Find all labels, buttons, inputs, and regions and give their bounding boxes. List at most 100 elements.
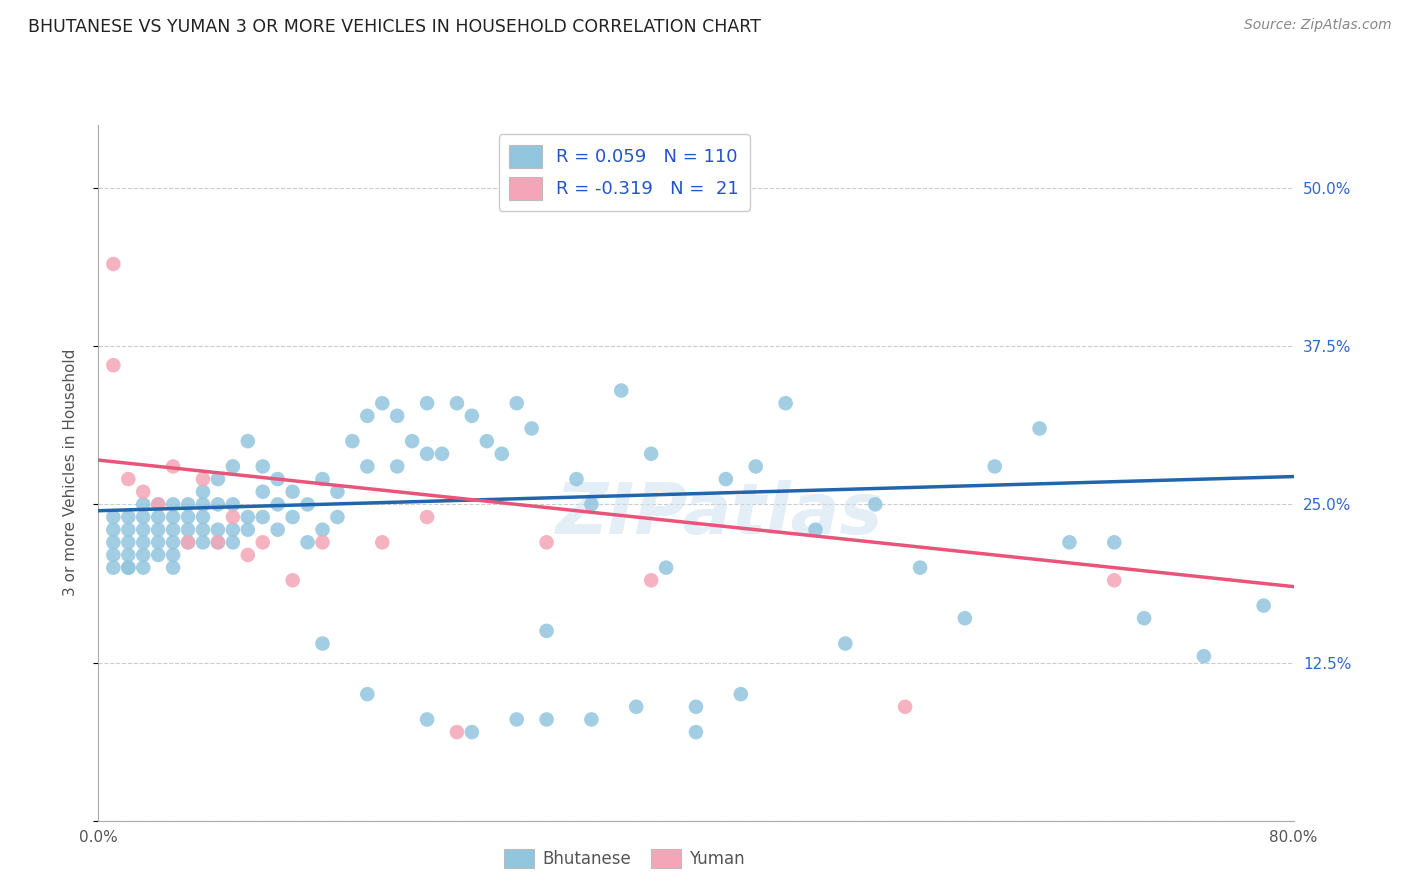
Point — [132, 523, 155, 537]
Point — [745, 459, 768, 474]
Point — [162, 560, 184, 574]
Point — [461, 409, 484, 423]
Point — [1253, 599, 1275, 613]
Point — [311, 472, 333, 486]
Point — [371, 535, 394, 549]
Point — [461, 725, 484, 739]
Point — [191, 535, 214, 549]
Point — [117, 560, 139, 574]
Point — [984, 459, 1007, 474]
Point — [148, 497, 170, 511]
Point — [356, 409, 378, 423]
Point — [953, 611, 976, 625]
Point — [222, 459, 245, 474]
Point — [252, 535, 274, 549]
Point — [401, 434, 423, 449]
Point — [132, 535, 155, 549]
Point — [162, 497, 184, 511]
Point — [326, 510, 349, 524]
Point — [103, 523, 125, 537]
Point — [191, 497, 214, 511]
Point — [132, 510, 155, 524]
Point — [207, 523, 229, 537]
Point — [117, 510, 139, 524]
Point — [222, 497, 245, 511]
Point — [236, 434, 259, 449]
Point — [430, 447, 453, 461]
Point — [222, 510, 245, 524]
Point — [640, 574, 662, 588]
Point — [236, 523, 259, 537]
Point — [236, 548, 259, 562]
Point — [311, 535, 333, 549]
Point — [177, 535, 200, 549]
Point — [103, 560, 125, 574]
Point — [103, 358, 125, 372]
Text: BHUTANESE VS YUMAN 3 OR MORE VEHICLES IN HOUSEHOLD CORRELATION CHART: BHUTANESE VS YUMAN 3 OR MORE VEHICLES IN… — [28, 18, 761, 36]
Point — [103, 548, 125, 562]
Point — [103, 510, 125, 524]
Point — [191, 484, 214, 499]
Point — [610, 384, 633, 398]
Point — [536, 535, 558, 549]
Point — [252, 484, 274, 499]
Point — [132, 497, 155, 511]
Point — [191, 523, 214, 537]
Point — [177, 523, 200, 537]
Y-axis label: 3 or more Vehicles in Household: 3 or more Vehicles in Household — [63, 349, 77, 597]
Point — [865, 497, 887, 511]
Point — [894, 699, 917, 714]
Legend: Bhutanese, Yuman: Bhutanese, Yuman — [498, 842, 751, 875]
Point — [222, 535, 245, 549]
Point — [148, 510, 170, 524]
Point — [416, 713, 439, 727]
Point — [132, 484, 155, 499]
Point — [416, 447, 439, 461]
Point — [148, 548, 170, 562]
Point — [416, 510, 439, 524]
Point — [834, 636, 856, 650]
Point — [385, 409, 409, 423]
Point — [148, 535, 170, 549]
Point — [536, 713, 558, 727]
Point — [581, 497, 603, 511]
Point — [371, 396, 394, 410]
Point — [804, 523, 827, 537]
Point — [281, 510, 304, 524]
Point — [281, 484, 304, 499]
Point — [281, 574, 304, 588]
Point — [1192, 649, 1215, 664]
Point — [297, 497, 319, 511]
Point — [714, 472, 737, 486]
Point — [536, 624, 558, 638]
Point — [222, 523, 245, 537]
Point — [103, 257, 125, 271]
Point — [267, 497, 290, 511]
Point — [148, 523, 170, 537]
Point — [446, 725, 468, 739]
Point — [117, 535, 139, 549]
Point — [207, 472, 229, 486]
Point — [207, 497, 229, 511]
Point — [252, 459, 274, 474]
Point — [326, 484, 349, 499]
Point — [177, 497, 200, 511]
Point — [416, 396, 439, 410]
Point — [117, 472, 139, 486]
Point — [1133, 611, 1156, 625]
Point — [385, 459, 409, 474]
Text: Source: ZipAtlas.com: Source: ZipAtlas.com — [1244, 18, 1392, 32]
Point — [267, 523, 290, 537]
Point — [626, 699, 648, 714]
Point — [162, 510, 184, 524]
Point — [311, 636, 333, 650]
Point — [132, 548, 155, 562]
Point — [132, 560, 155, 574]
Point — [177, 510, 200, 524]
Point — [491, 447, 513, 461]
Point — [640, 447, 662, 461]
Point — [117, 523, 139, 537]
Point — [252, 510, 274, 524]
Point — [565, 472, 588, 486]
Point — [103, 535, 125, 549]
